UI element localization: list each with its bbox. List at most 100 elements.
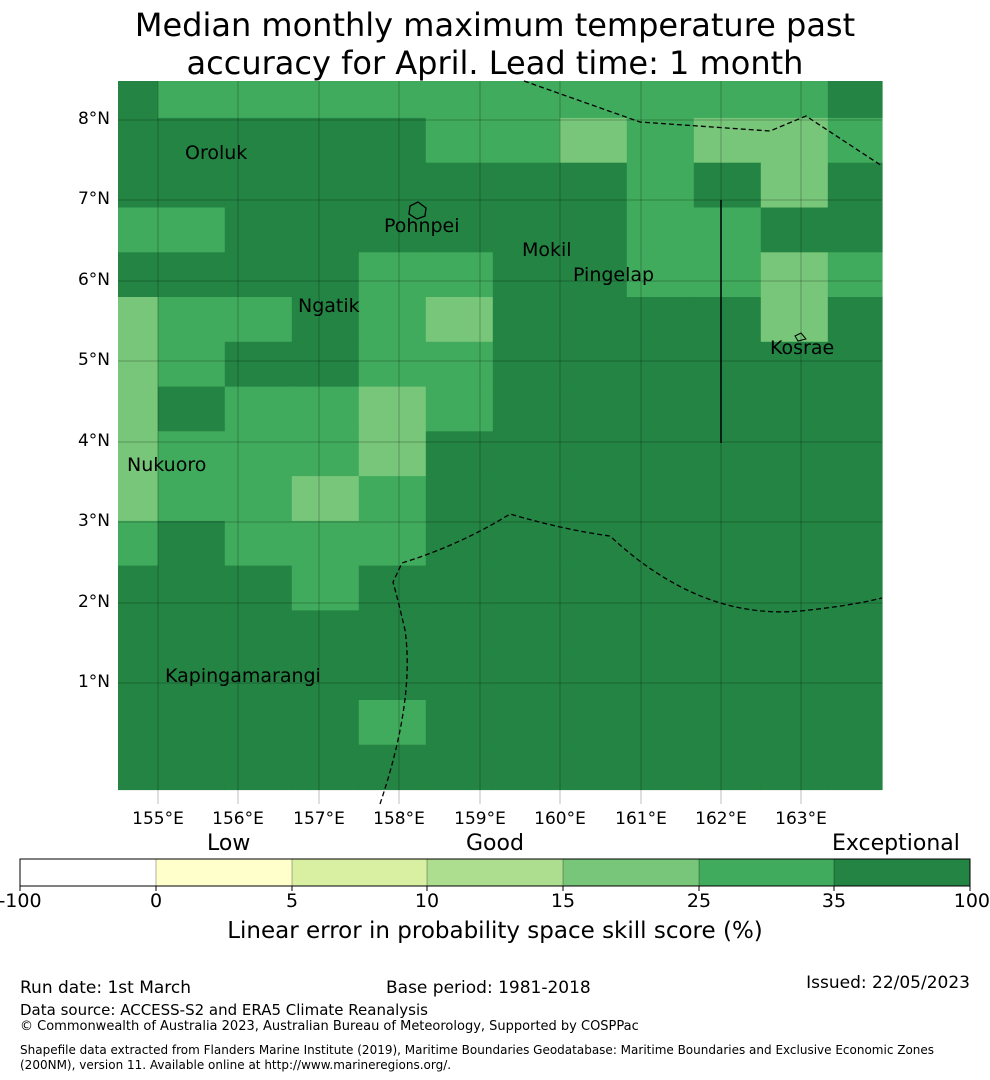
colorbar-tick-35: 35 [821, 890, 847, 912]
grid-cell [827, 744, 883, 791]
grid-cell [559, 520, 628, 567]
grid-cell [118, 81, 159, 119]
grid-cell [827, 700, 883, 746]
grid-cell [118, 341, 159, 388]
lon-label-155e: 155°E [132, 809, 184, 829]
grid-cell [157, 252, 226, 298]
lat-label-2n: 2°N [77, 592, 110, 612]
pohnpei-island-outline [408, 201, 427, 220]
lon-label-157e: 157°E [293, 809, 345, 829]
grid-cell [157, 520, 226, 567]
place-pingelap: Pingelap [573, 264, 655, 286]
grid-cell [827, 341, 883, 388]
grid-cell [425, 252, 494, 298]
grid-cell [559, 207, 628, 253]
grid-cell [157, 476, 226, 522]
grid-cell [157, 386, 226, 432]
grid-cell [559, 341, 628, 388]
grid-cell [626, 81, 695, 119]
title-line-1: Median monthly maximum temperature past [134, 6, 856, 44]
grid-cell [358, 744, 427, 791]
colorbar-segment-2 [156, 859, 292, 886]
grid-cell [291, 431, 360, 477]
grid-cell [425, 341, 494, 388]
grid-cell [358, 476, 427, 522]
copyright: © Commonwealth of Australia 2023, Austra… [20, 1019, 639, 1034]
grid-cell [693, 610, 762, 656]
grid-cell [118, 207, 159, 253]
grid-cell [118, 117, 159, 164]
place-kosrae: Kosrae [770, 337, 835, 359]
grid-cell [358, 700, 427, 746]
grid-cell [827, 476, 883, 522]
grid-cell [492, 386, 561, 432]
shapefile-credit-line-1: Shapefile data extracted from Flanders M… [20, 1043, 935, 1057]
grid-cell [425, 386, 494, 432]
grid-cell [492, 297, 561, 343]
grid-cell [760, 520, 829, 567]
title-line-2: accuracy for April. Lead time: 1 month [186, 44, 804, 82]
grid-cell [118, 520, 159, 567]
grid-cell [157, 610, 226, 656]
grid-cell [760, 700, 829, 746]
grid-cell [492, 117, 561, 164]
colorbar-tick-15: 15 [550, 890, 576, 912]
grid-cell [827, 162, 883, 209]
grid-cell [358, 386, 427, 432]
place-pohnpei: Pohnpei [384, 215, 460, 237]
grid-cell [559, 162, 628, 209]
colorbar-segment-5 [563, 859, 699, 886]
category-good: Good [466, 831, 524, 856]
colorbar-tick-5: 5 [285, 890, 299, 912]
grid-cell [157, 162, 226, 209]
grid-cell [760, 744, 829, 791]
base-period: Base period: 1981-2018 [386, 978, 591, 998]
grid-cell [760, 297, 829, 343]
grid-cell [224, 565, 293, 611]
grid-cell [291, 117, 360, 164]
grid-cell [224, 431, 293, 477]
grid-cell [626, 386, 695, 432]
grid-cell [492, 744, 561, 791]
grid-cell [224, 81, 293, 119]
grid-cell [358, 655, 427, 701]
grid-cell [118, 431, 159, 477]
colorbar-tick-minus100: -100 [0, 890, 42, 912]
grid-cell [760, 207, 829, 253]
grid-cell [157, 117, 226, 164]
grid-cell [358, 162, 427, 209]
grid-cell [626, 744, 695, 791]
grid-cell [492, 81, 561, 119]
grid-cell [827, 655, 883, 701]
place-mokil: Mokil [522, 239, 572, 261]
grid-cell [291, 610, 360, 656]
grid-cell [693, 700, 762, 746]
grid-cell [118, 700, 159, 746]
grid-cell [157, 81, 226, 119]
grid-cell [425, 297, 494, 343]
grid-cell [626, 476, 695, 522]
shapefile-credit-line-2: (200NM), version 11. Available online at… [20, 1058, 452, 1072]
grid-cell [157, 341, 226, 388]
colorbar-segment-4 [427, 859, 563, 886]
grid-cell [760, 386, 829, 432]
grid-cell [358, 565, 427, 611]
place-oroluk: Oroluk [185, 142, 248, 164]
grid-cell [693, 520, 762, 567]
colorbar-segment-6 [699, 859, 834, 886]
grid-cell [693, 565, 762, 611]
skill-grid [118, 81, 883, 791]
lon-label-161e: 161°E [615, 809, 667, 829]
grid-cell [492, 341, 561, 388]
eez-boundaries [379, 80, 883, 805]
grid-cell [224, 207, 293, 253]
grid-cell [157, 297, 226, 343]
colorbar-tick-0: 0 [149, 890, 163, 912]
grid-cell [693, 341, 762, 388]
grid-cell [760, 431, 829, 477]
grid-cell [559, 655, 628, 701]
grid-cell [492, 252, 561, 298]
grid-cell [358, 81, 427, 119]
grid-cell [693, 117, 762, 164]
grid-cell [760, 565, 829, 611]
